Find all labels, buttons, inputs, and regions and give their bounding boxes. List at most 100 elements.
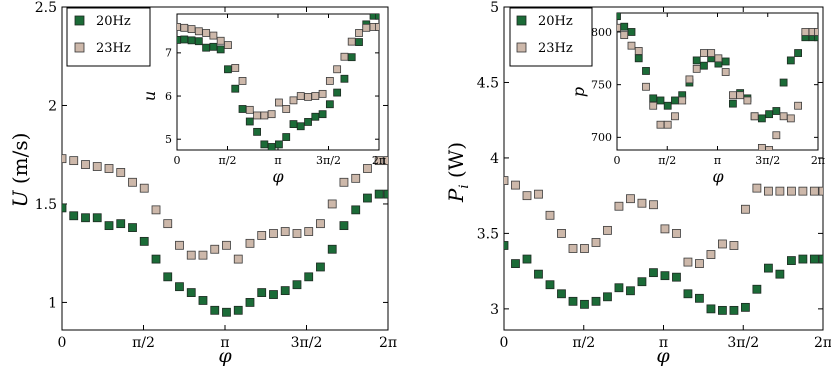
main-1-point-20hz-2 [522, 254, 532, 264]
inset-1-xtick-label-2: π [714, 154, 721, 167]
main-1-point-20hz-17 [695, 293, 704, 303]
main-0-point-23hz-19 [280, 227, 290, 236]
main-0-point-23hz-13 [210, 244, 220, 254]
main-0-point-23hz-8 [151, 205, 161, 215]
inset-1-point-23hz-9 [678, 96, 687, 105]
inset-1-ytick-label-1: 750 [591, 79, 612, 92]
main-1-point-20hz-21 [741, 302, 750, 312]
legend-label-20hz-left: 20Hz [96, 14, 131, 29]
inset-x-ticks-right: 0 π/2 π 3π/2 2π [614, 13, 825, 167]
main-1-point-20hz-4 [545, 280, 555, 290]
main-0-xtick-label-4: 2π [379, 335, 397, 351]
series-points-left [62, 154, 388, 317]
inset-points-right [617, 13, 818, 150]
main-1-point-23hz-23 [764, 186, 773, 196]
main-0-point-23hz-17 [257, 231, 267, 240]
inset-0-point-23hz-7 [224, 41, 232, 49]
inset-0-point-20hz-14 [275, 140, 283, 149]
main-0-point-23hz-28 [383, 156, 388, 166]
main-1-point-20hz-5 [557, 289, 566, 299]
inset-0-point-23hz-4 [202, 29, 211, 37]
main-0-point-20hz-18 [269, 290, 278, 299]
main-0-point-23hz-14 [222, 240, 231, 250]
inset-1-point-23hz-0 [617, 23, 621, 32]
inset-0-point-20hz-15 [282, 133, 291, 141]
inset-y-ticks-left: 5 6 7 [165, 47, 379, 146]
main-0-point-23hz-11 [186, 250, 196, 260]
main-0-point-20hz-23 [327, 244, 337, 254]
inset-1-point-20hz-12 [700, 61, 708, 70]
inset-0-point-23hz-11 [253, 111, 261, 120]
inset-1-point-20hz-4 [642, 67, 650, 75]
inset-0-point-20hz-16 [289, 120, 298, 128]
inset-1-xtick-label-3: 3π/2 [755, 154, 780, 167]
inset-0-point-23hz-1 [180, 23, 189, 32]
main-1-point-20hz-28 [818, 254, 823, 264]
main-0-point-20hz-10 [175, 282, 184, 292]
main-0-point-20hz-4 [104, 221, 114, 231]
inset-1-point-23hz-17 [736, 91, 745, 100]
inset-1-xtick-label-0: 0 [614, 154, 621, 167]
main-1-point-23hz-20 [729, 241, 739, 250]
inset-0-ytick-label-0: 5 [165, 133, 172, 146]
inset-1-point-23hz-26 [801, 28, 810, 36]
series-points-right [504, 176, 823, 315]
main-0-point-20hz-8 [151, 254, 161, 264]
inset-plot-area-right [616, 12, 819, 151]
main-1-point-20hz-8 [591, 296, 601, 306]
main-0-point-23hz-18 [269, 229, 278, 238]
inset-1-point-20hz-22 [772, 107, 781, 115]
main-0-point-20hz-28 [383, 189, 388, 199]
inset-0-point-20hz-11 [253, 127, 261, 136]
main-0-point-20hz-19 [280, 286, 290, 296]
inset-1-ytick-label-2: 800 [591, 26, 612, 39]
main-0-point-23hz-23 [327, 199, 337, 209]
legend-box-left [66, 7, 151, 67]
main-1-ytick-label-3: 4.5 [477, 75, 499, 91]
main-1-point-23hz-25 [787, 186, 796, 196]
inset-0-ytick-label-1: 6 [165, 90, 172, 103]
inset-1-point-20hz-3 [634, 54, 643, 63]
main-0-point-23hz-16 [245, 238, 255, 248]
inset-1-ytick-label-0: 700 [591, 131, 612, 144]
main-0-point-20hz-7 [139, 236, 149, 246]
main-0-point-20hz-0 [62, 203, 67, 213]
inset-0-point-20hz-1 [180, 35, 189, 44]
inset-1-point-23hz-13 [707, 49, 716, 57]
main-1-point-23hz-22 [752, 183, 762, 193]
main-0-point-20hz-13 [210, 305, 220, 315]
main-1-point-23hz-1 [511, 180, 520, 190]
x-axis-label-right: φ [656, 345, 670, 367]
inset-1-point-20hz-21 [765, 110, 774, 119]
main-0-point-23hz-20 [292, 229, 302, 238]
main-1-point-20hz-0 [504, 241, 509, 250]
main-0-point-20hz-1 [69, 211, 79, 221]
main-0-point-23hz-24 [339, 177, 349, 187]
legend-label-20hz-right: 20Hz [538, 14, 573, 29]
main-1-point-20hz-24 [775, 269, 785, 279]
main-0-point-20hz-16 [245, 298, 255, 307]
main-1-point-23hz-11 [626, 194, 635, 204]
inset-0-point-23hz-26 [362, 23, 371, 32]
main-1-point-23hz-9 [603, 225, 612, 235]
inset-1-point-23hz-6 [656, 120, 665, 129]
main-1-point-23hz-12 [637, 198, 647, 208]
main-0-point-23hz-21 [304, 227, 314, 236]
inset-1-point-20hz-11 [692, 56, 701, 65]
inset-1-point-23hz-4 [642, 82, 650, 91]
inset-0-point-20hz-7 [224, 65, 232, 74]
inset-1-point-20hz-1 [620, 22, 629, 31]
y-axis-label-right: Pi (W) [444, 142, 472, 203]
inset-0-point-23hz-3 [194, 27, 203, 36]
inset-1-point-23hz-8 [671, 112, 679, 121]
x-axis-label-left: φ [218, 345, 232, 367]
inset-0-point-20hz-19 [311, 112, 320, 121]
inset-1-point-23hz-11 [692, 64, 701, 73]
main-0-point-23hz-10 [175, 240, 184, 250]
main-0-point-20hz-15 [233, 305, 243, 315]
main-1-point-20hz-19 [718, 305, 727, 315]
y-axis-label-left: U (m/s) [8, 133, 32, 208]
main-0-ytick-label-3: 2.5 [35, 0, 57, 16]
main-1-point-20hz-18 [706, 304, 716, 314]
main-1-point-23hz-4 [545, 210, 555, 220]
